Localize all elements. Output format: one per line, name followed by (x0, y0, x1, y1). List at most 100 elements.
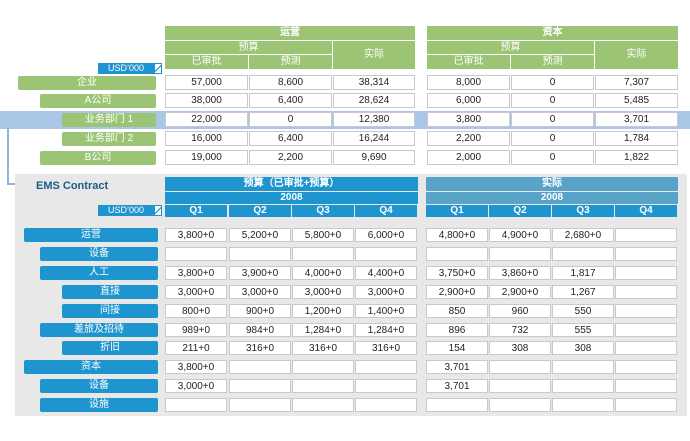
actual-cell: 550 (552, 304, 614, 318)
budget-cell: 3,800+0 (165, 228, 227, 242)
budget-cell: 3,000+0 (165, 285, 227, 299)
row-label-button[interactable]: 直接 (62, 285, 158, 299)
value-cell: 1,822 (595, 150, 678, 165)
actual-cell: 960 (489, 304, 551, 318)
actual-cell (615, 379, 677, 393)
value-cell: 0 (511, 150, 594, 165)
budget-cell: 3,000+0 (292, 285, 354, 299)
budget-cell: 1,284+0 (355, 323, 417, 337)
budget-cell (229, 360, 291, 374)
value-cell: 16,244 (333, 131, 415, 146)
actual-year-header: 2008 (426, 192, 678, 204)
row-label-button[interactable]: 设施 (40, 398, 158, 412)
row-label-button[interactable]: 业务部门 1 (62, 113, 156, 127)
quarter-header: Q4 (615, 205, 677, 217)
budget-cell: 1,400+0 (355, 304, 417, 318)
group-header-capital: 资本 (427, 26, 678, 40)
value-cell: 16,000 (165, 131, 248, 146)
quarter-header: Q3 (552, 205, 614, 217)
ems-contract-title: EMS Contract (36, 180, 109, 192)
actual-cell (615, 247, 677, 261)
actual-cell: 154 (426, 341, 488, 355)
value-cell: 8,000 (427, 75, 510, 90)
currency-label-tick (154, 205, 162, 216)
actual-cell (615, 360, 677, 374)
currency-label: USD’000 (98, 205, 154, 216)
currency-label: USD’000 (98, 63, 154, 74)
actual-cell (552, 247, 614, 261)
budget-cell: 989+0 (165, 323, 227, 337)
value-cell: 7,307 (595, 75, 678, 90)
actual-cell (489, 398, 551, 412)
actual-cell: 3,750+0 (426, 266, 488, 280)
actual-cell (615, 323, 677, 337)
row-label-button[interactable]: 企业 (18, 76, 156, 90)
currency-label-tick (154, 63, 162, 74)
value-cell: 2,200 (249, 150, 332, 165)
row-label-button[interactable]: 资本 (24, 360, 158, 374)
row-label-button[interactable]: 差旅及招待 (40, 323, 158, 337)
value-cell: 38,000 (165, 93, 248, 108)
actual-cell (615, 398, 677, 412)
actual-cell (552, 360, 614, 374)
budget-cell: 211+0 (165, 341, 227, 355)
row-label-button[interactable]: 设备 (40, 379, 158, 393)
budget-cell (165, 247, 227, 261)
budget-cell: 984+0 (229, 323, 291, 337)
actual-cell (489, 379, 551, 393)
approved-header: 已审批 (427, 55, 510, 69)
budget-cell: 6,000+0 (355, 228, 417, 242)
actual-cell: 2,900+0 (489, 285, 551, 299)
actual-header: 实际 (595, 41, 678, 69)
row-label-button[interactable]: 间接 (62, 304, 158, 318)
value-cell: 0 (511, 93, 594, 108)
budget-cell: 1,200+0 (292, 304, 354, 318)
group-header-operations: 运营 (165, 26, 415, 40)
budget-header: 预算 (165, 41, 332, 54)
actual-cell: 555 (552, 323, 614, 337)
value-cell: 0 (511, 75, 594, 90)
value-cell: 19,000 (165, 150, 248, 165)
actual-cell (489, 360, 551, 374)
value-cell: 38,314 (333, 75, 415, 90)
value-cell: 6,000 (427, 93, 510, 108)
actual-cell: 4,800+0 (426, 228, 488, 242)
value-cell: 0 (511, 112, 594, 127)
actual-cell: 896 (426, 323, 488, 337)
actual-cell: 1,817 (552, 266, 614, 280)
row-label-button[interactable]: 人工 (40, 266, 158, 280)
actual-cell: 2,680+0 (552, 228, 614, 242)
quarter-header: Q1 (165, 205, 227, 217)
actual-cell (552, 398, 614, 412)
value-cell: 2,000 (427, 150, 510, 165)
row-label-button[interactable]: 设备 (40, 247, 158, 261)
actual-cell: 1,267 (552, 285, 614, 299)
budget-cell (355, 379, 417, 393)
actual-cell: 3,860+0 (489, 266, 551, 280)
actual-cell (489, 247, 551, 261)
row-label-button[interactable]: A公司 (40, 94, 156, 108)
budget-cell: 1,284+0 (292, 323, 354, 337)
row-label-button[interactable]: B公司 (40, 151, 156, 165)
value-cell: 8,600 (249, 75, 332, 90)
row-label-button[interactable]: 折旧 (62, 341, 158, 355)
quarter-header: Q4 (355, 205, 417, 217)
row-label-button[interactable]: 运营 (24, 228, 158, 242)
budget-cell: 4,400+0 (355, 266, 417, 280)
approved-header: 已审批 (165, 55, 248, 69)
actual-cell (615, 285, 677, 299)
budget-cell: 316+0 (355, 341, 417, 355)
value-cell: 9,690 (333, 150, 415, 165)
connector-line (7, 128, 9, 185)
row-label-button[interactable]: 业务部门 2 (62, 132, 156, 146)
budget-cell (355, 398, 417, 412)
budget-cell: 3,000+0 (165, 379, 227, 393)
actual-header: 实际 (333, 41, 415, 69)
forecast-header: 预测 (511, 55, 594, 69)
budget-cell: 3,900+0 (229, 266, 291, 280)
actual-cell: 308 (552, 341, 614, 355)
actual-cell: 3,701 (426, 360, 488, 374)
actual-cell (552, 379, 614, 393)
actual-cell (615, 341, 677, 355)
actual-cell: 732 (489, 323, 551, 337)
